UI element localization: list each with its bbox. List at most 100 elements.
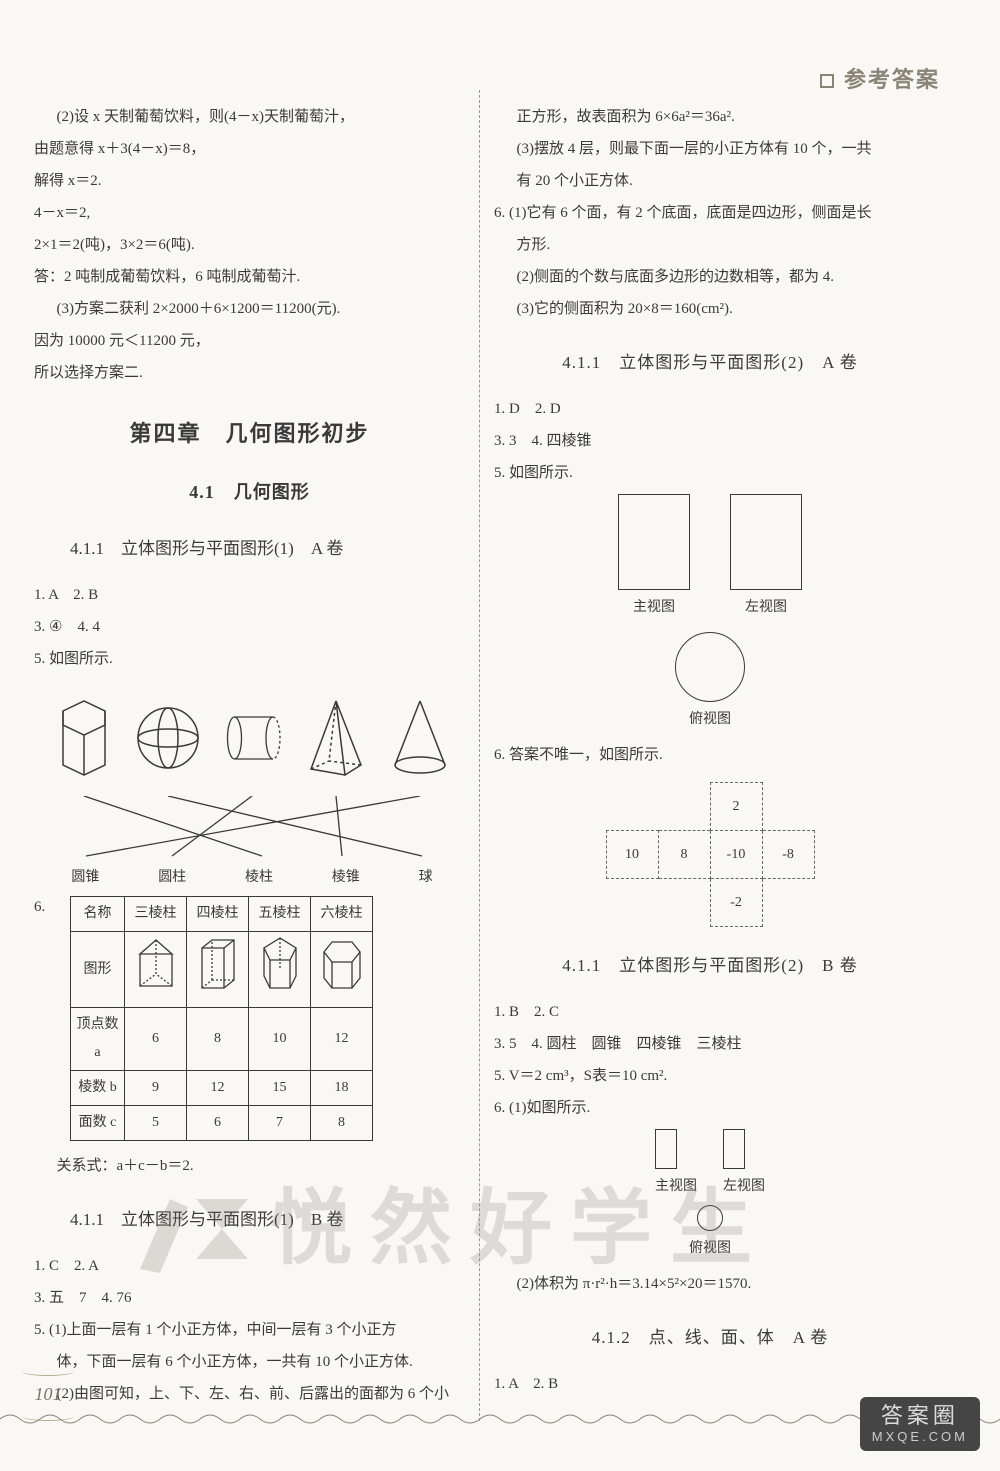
page: 参考答案 (2)设 x 天制葡萄饮料，则(4－x)天制葡萄汁， 由题意得 x＋3… [0, 0, 1000, 1471]
text: 由题意得 x＋3(4－x)＝8， [34, 134, 465, 164]
subsection-title: 4.1.1 立体图形与平面图形(2) B 卷 [494, 949, 926, 983]
th: 棱数 b [71, 1071, 125, 1106]
page-footer-wave [0, 1411, 1000, 1427]
answer-line: 5. (1)上面一层有 1 个小正方体，中间一层有 3 个小正方 [34, 1315, 465, 1345]
label: 圆柱 [158, 864, 186, 892]
shape-matching-figure: 圆锥 圆柱 棱柱 棱锥 球 [42, 684, 462, 884]
table-row: 面数 c 5 6 7 8 [71, 1106, 373, 1141]
cone-icon [385, 695, 455, 793]
answer-line: 体，下面一层有 6 个小正方体，一共有 10 个小正方体. [34, 1347, 465, 1377]
td: 12 [187, 1071, 249, 1106]
answer-line: 3. 5 4. 圆柱 圆锥 四棱锥 三棱柱 [494, 1029, 926, 1059]
relation-text: 关系式：a＋c－b＝2. [34, 1151, 465, 1181]
text: 解得 x＝2. [34, 166, 465, 196]
left-view: 左视图 [723, 1129, 765, 1201]
hexagonal-prism-icon [311, 932, 373, 1008]
page-number: 101 [22, 1367, 74, 1411]
text: 正方形，故表面积为 6×6a²＝36a². [494, 102, 926, 132]
text: (3)摆放 4 层，则最下面一层的小正方体有 10 个，一共 [494, 134, 926, 164]
caption: 俯视图 [689, 1235, 731, 1263]
td: 四棱柱 [187, 897, 249, 932]
cylinder-icon [217, 695, 287, 793]
front-view: 主视图 [618, 494, 690, 622]
td: 10 [249, 1008, 311, 1071]
caption: 主视图 [618, 594, 690, 622]
answer-line: 5. 如图所示. [34, 644, 465, 674]
td: 9 [125, 1071, 187, 1106]
text: (3)它的侧面积为 20×8＝160(cm²). [494, 294, 926, 324]
text: (3)方案二获利 2×2000＋6×1200＝11200(元). [34, 294, 465, 324]
label: 棱柱 [245, 864, 273, 892]
views-top-row: 主视图 左视图 [618, 494, 802, 622]
text: (2)体积为 π·r²·h＝3.14×5²×20＝1570. [494, 1269, 926, 1299]
table-row: 棱数 b 9 12 15 18 [71, 1071, 373, 1106]
text: (2)侧面的个数与底面多边形的边数相等，都为 4. [494, 262, 926, 292]
corner-stamp: 答案圈 MXQE.COM [860, 1397, 980, 1451]
text: 有 20 个小正方体. [494, 166, 926, 196]
net-figure: 2 10 8 -10 -8 -2 [494, 782, 926, 927]
three-views-figure-small: 主视图 左视图 俯视图 [494, 1129, 926, 1263]
left-column: (2)设 x 天制葡萄饮料，则(4－x)天制葡萄汁， 由题意得 x＋3(4－x)… [20, 90, 480, 1421]
table-row: 图形 [71, 932, 373, 1008]
text: 因为 10000 元＜11200 元， [34, 326, 465, 356]
q6-number: 6. [34, 892, 52, 922]
stamp-line1: 答案圈 [872, 1403, 968, 1429]
td: 12 [311, 1008, 373, 1071]
header-square-icon [820, 74, 834, 88]
header-title: 参考答案 [844, 67, 940, 92]
answer-line: 5. V＝2 cm³，S表＝10 cm². [494, 1061, 926, 1091]
answer-line: 1. B 2. C [494, 997, 926, 1027]
answer-line: 1. A 2. B [34, 580, 465, 610]
td: 6 [187, 1106, 249, 1141]
net-cell: 2 [710, 783, 762, 831]
subsection-title: 4.1.1 立体图形与平面图形(1) A 卷 [34, 532, 465, 566]
net-cell: 8 [658, 831, 710, 879]
td: 6 [125, 1008, 187, 1071]
stamp-line2: MXQE.COM [872, 1429, 968, 1445]
net-cell: 10 [606, 831, 658, 879]
text: 2×1＝2(吨)，3×2＝6(吨). [34, 230, 465, 260]
label: 球 [419, 864, 433, 892]
matching-lines [42, 796, 462, 862]
text: 答：2 吨制成葡萄饮料，6 吨制成葡萄汁. [34, 262, 465, 292]
pyramid-icon [301, 695, 371, 793]
answer-line: 5. 如图所示. [494, 458, 926, 488]
q6-block: 6. 名称 三棱柱 四棱柱 五棱柱 六棱柱 图形 [34, 890, 465, 1149]
td: 三棱柱 [125, 897, 187, 932]
answer-line: 3. 3 4. 四棱锥 [494, 426, 926, 456]
three-views-figure: 主视图 左视图 俯视图 [494, 494, 926, 734]
sphere-icon [133, 695, 203, 793]
table-row: 顶点数 a 6 8 10 12 [71, 1008, 373, 1071]
subsection-title: 4.1.2 点、线、面、体 A 卷 [494, 1321, 926, 1355]
answer-line: 1. C 2. A [34, 1251, 465, 1281]
caption: 俯视图 [675, 706, 745, 734]
td: 8 [187, 1008, 249, 1071]
th: 面数 c [71, 1106, 125, 1141]
prism-table: 名称 三棱柱 四棱柱 五棱柱 六棱柱 图形 顶点数 a [70, 896, 373, 1141]
hexagonal-prism-icon [49, 695, 119, 793]
answer-line: 3. ④ 4. 4 [34, 612, 465, 642]
td: 18 [311, 1071, 373, 1106]
text: 6. (1)它有 6 个面，有 2 个底面，底面是四边形，侧面是长 [494, 198, 926, 228]
answer-line: 1. D 2. D [494, 394, 926, 424]
td: 五棱柱 [249, 897, 311, 932]
views-top-row: 主视图 左视图 [655, 1129, 765, 1201]
front-view: 主视图 [655, 1129, 697, 1201]
left-view: 左视图 [730, 494, 802, 622]
answer-line: (2)由图可知，上、下、左、右、前、后露出的面都为 6 个小 [34, 1379, 465, 1409]
subsection-title: 4.1.1 立体图形与平面图形(2) A 卷 [494, 346, 926, 380]
th: 名称 [71, 897, 125, 932]
answer-line: 3. 五 7 4. 76 [34, 1283, 465, 1313]
pentagonal-prism-icon [249, 932, 311, 1008]
td: 8 [311, 1106, 373, 1141]
subsection-title: 4.1.1 立体图形与平面图形(1) B 卷 [34, 1203, 465, 1237]
th: 顶点数 a [71, 1008, 125, 1071]
caption: 左视图 [723, 1173, 765, 1201]
page-number-value: 101 [35, 1384, 62, 1404]
top-view: 俯视图 [675, 632, 745, 734]
td: 5 [125, 1106, 187, 1141]
shape-labels-row: 圆锥 圆柱 棱柱 棱锥 球 [42, 864, 462, 892]
text: (2)设 x 天制葡萄饮料，则(4－x)天制葡萄汁， [34, 102, 465, 132]
answer-line: 6. (1)如图所示. [494, 1093, 926, 1123]
caption: 主视图 [655, 1173, 697, 1201]
